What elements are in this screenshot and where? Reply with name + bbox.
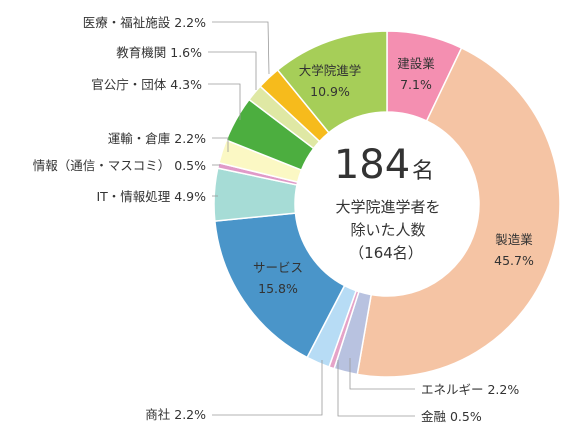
slice-label-manufacturing: 製造業 [495,232,533,247]
slice-label-service: サービス [253,260,303,275]
center-note-line2: 除いた人数 [350,221,425,239]
leader-government [208,83,241,120]
slice-label-energy: エネルギー 2.2% [421,382,519,397]
slice-value-grad_school: 10.9% [310,84,350,99]
slice-label-construction: 建設業 [397,56,435,71]
slice-grad_school [276,30,388,134]
slice-manufacturing [356,46,561,378]
leader-transport [212,137,229,152]
slice-label-trading: 商社 2.2% [145,407,206,422]
slice-label-info_comm: 情報（通信・マスコミ） 0.5% [33,158,206,173]
center-total-number: 184 [334,142,410,188]
slice-label-government: 官公庁・団体 4.3% [91,77,202,92]
center-total-unit: 名 [412,159,434,184]
slice-value-construction: 7.1% [400,77,432,92]
leader-energy [349,358,415,390]
slice-label-education: 教育機関 1.6% [116,45,202,60]
leader-education [208,51,257,90]
slice-value-manufacturing: 45.7% [494,253,534,268]
center-note-line1: 大学院進学者を [335,198,440,216]
center-text: 184 名 大学院進学者を 除いた人数 （164名） [334,142,441,262]
slices-layer [213,30,561,378]
slice-label-it: IT・情報処理 4.9% [96,189,206,204]
leader-finance [337,360,415,417]
slice-label-finance: 金融 0.5% [421,409,482,424]
leaders-layer [208,21,415,417]
leader-medical [212,21,270,75]
labels-layer: 建設業 7.1% 製造業 45.7% サービス 15.8% 大学院進学 10.9% エネルギー … [33,15,534,424]
center-note-line3: （164名） [349,244,423,262]
slice-label-transport: 運輸・倉庫 2.2% [108,131,206,146]
slice-label-grad_school: 大学院進学 [299,63,362,78]
leader-trading [212,360,323,416]
slice-value-service: 15.8% [258,281,298,296]
slice-label-medical: 医療・福祉施設 2.2% [83,15,206,30]
